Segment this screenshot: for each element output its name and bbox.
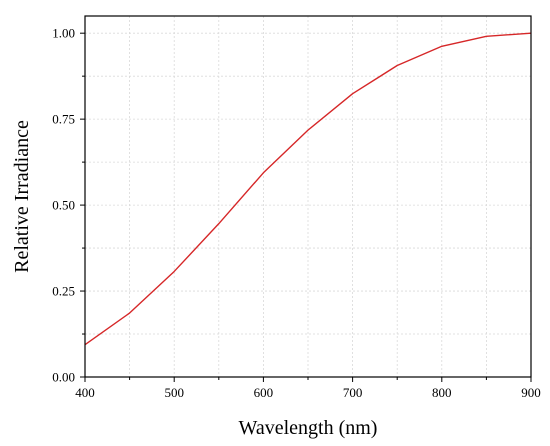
x-tick-label: 700 bbox=[343, 385, 363, 400]
plot-frame bbox=[84, 15, 532, 378]
x-tick-label: 400 bbox=[75, 385, 95, 400]
x-tick-label: 900 bbox=[521, 385, 541, 400]
series-line bbox=[84, 32, 532, 346]
x-axis-title: Wavelength (nm) bbox=[239, 417, 378, 439]
axis-ticks bbox=[80, 32, 532, 382]
y-tick-label: 0.50 bbox=[52, 198, 75, 213]
y-tick-label: 1.00 bbox=[52, 26, 75, 41]
y-tick-label: 0.75 bbox=[52, 112, 75, 127]
y-tick-label: 0.00 bbox=[52, 370, 75, 385]
x-tick-label: 600 bbox=[254, 385, 274, 400]
tick-labels: 400 500 600 700 800 900 0.00 0.25 0.50 0.75 1.00 bbox=[52, 26, 541, 400]
grid-lines bbox=[85, 16, 531, 377]
x-tick-label: 500 bbox=[164, 385, 184, 400]
y-tick-label: 0.25 bbox=[52, 284, 75, 299]
data-series bbox=[84, 32, 532, 346]
x-tick-label: 800 bbox=[432, 385, 452, 400]
y-axis-title: Relative Irradiance bbox=[11, 120, 33, 273]
